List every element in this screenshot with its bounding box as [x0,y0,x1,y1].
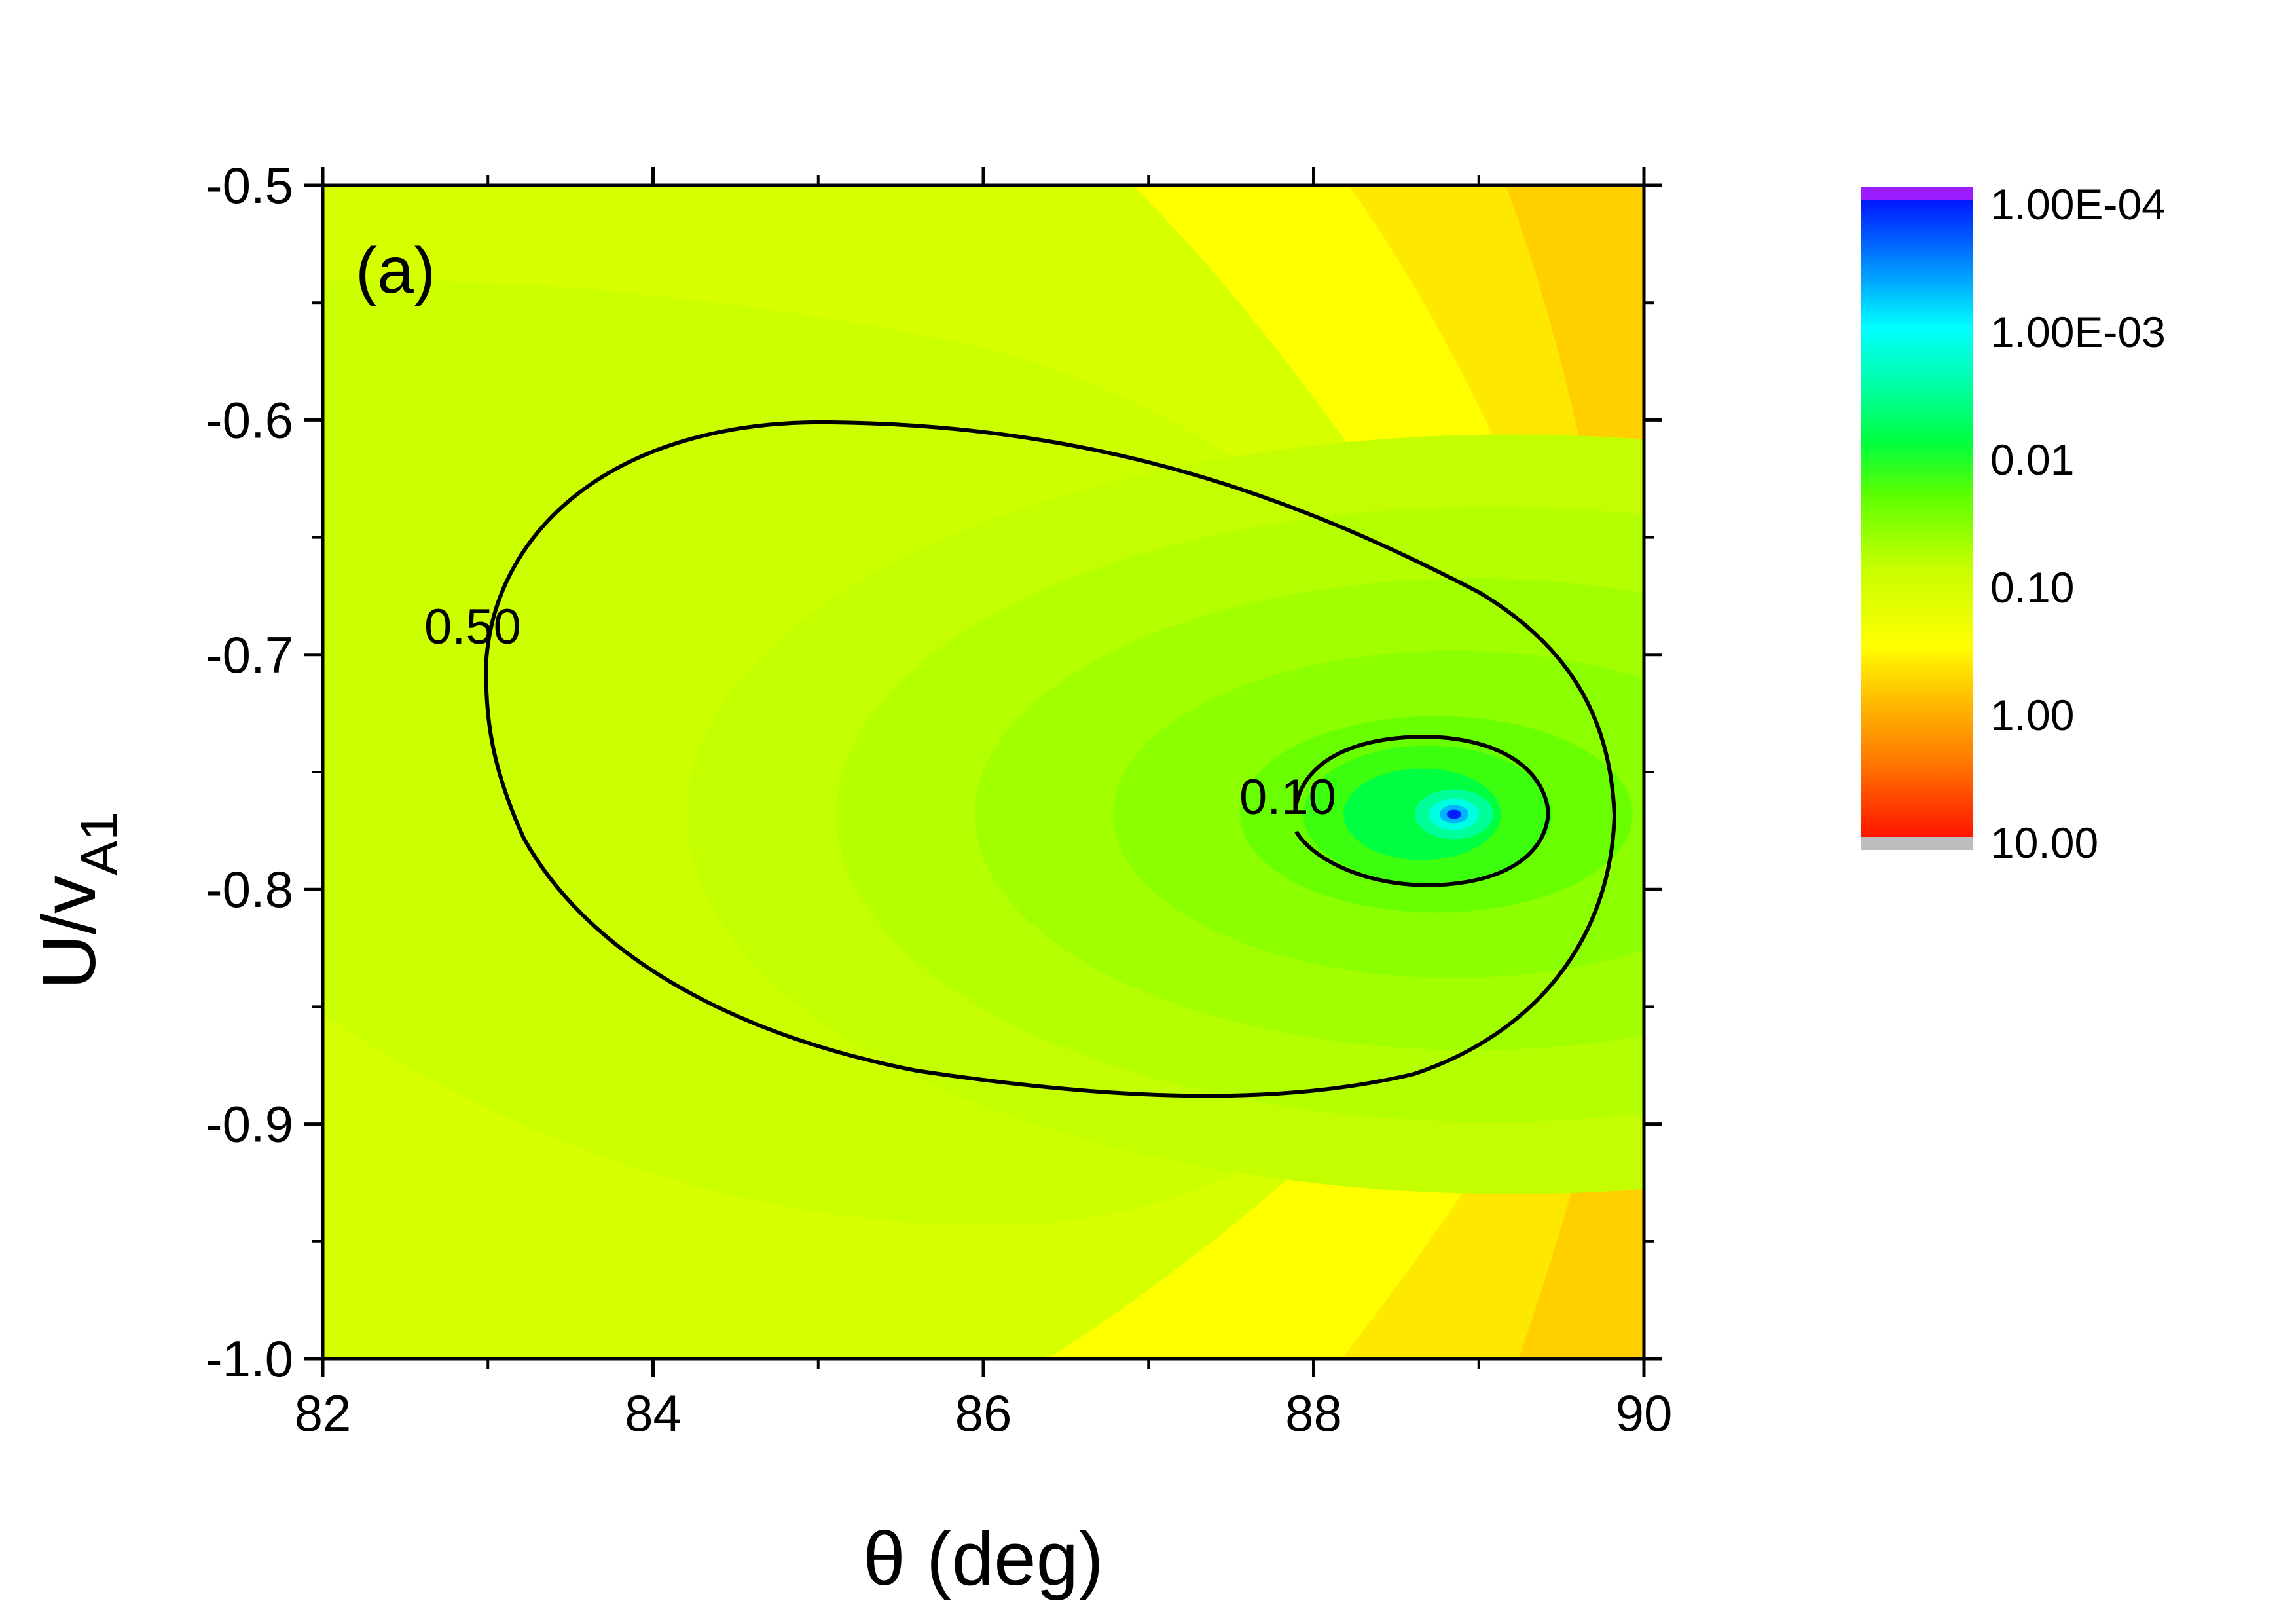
x-tick-label: 88 [1285,1384,1342,1442]
fill-minimum-spot-4 [1446,809,1461,819]
colorbar-label: 1.00E-04 [1990,180,2166,229]
contour-label-0.10: 0.10 [1239,769,1336,825]
plot-area [321,183,1646,1361]
x-axis-ticks: 82 84 86 88 90 [295,167,1673,1442]
y-tick-label: -0.7 [206,626,293,684]
x-tick-label: 82 [295,1384,352,1442]
y-axis-title-subscript: A1 [70,811,128,876]
y-tick-label: -0.8 [206,860,293,918]
y-axis-ticks: -1.0 -0.9 -0.8 -0.7 -0.6 -0.5 [206,157,1662,1388]
x-tick-label: 84 [625,1384,682,1442]
y-axis-title: U/vA1 [26,811,128,989]
x-tick-label: 86 [955,1384,1012,1442]
y-tick-label: -1.0 [206,1330,293,1388]
colorbar-label: 0.10 [1990,563,2074,612]
y-axis-title-main: U/v [26,876,111,989]
colorbar-label: 0.01 [1990,435,2074,484]
colorbar: 1.00E-04 1.00E-03 0.01 0.10 1.00 10.00 [1861,180,2166,867]
colorbar-labels: 1.00E-04 1.00E-03 0.01 0.10 1.00 10.00 [1990,180,2166,867]
colorbar-label: 10.00 [1990,819,2098,867]
colorbar-gradient [1861,200,1973,837]
colorbar-bottom-cap [1861,837,1973,850]
svg-text:U/vA1: U/vA1 [26,811,128,989]
contour-lines [484,420,1617,1098]
contour-fill [323,185,1644,1359]
contour-line-0.10 [1294,734,1551,888]
contour-line-0.50 [484,420,1617,1098]
contour-label-0.50: 0.50 [424,599,521,655]
x-axis-title: θ (deg) [863,1516,1104,1601]
colorbar-label: 1.00E-03 [1990,308,2166,356]
colorbar-label: 1.00 [1990,691,2074,739]
y-tick-label: -0.6 [206,391,293,449]
x-tick-label: 90 [1616,1384,1673,1442]
y-tick-label: -0.9 [206,1096,293,1153]
colorbar-top-cap [1861,187,1973,200]
y-tick-label: -0.5 [206,157,293,214]
panel-label: (a) [355,234,435,307]
